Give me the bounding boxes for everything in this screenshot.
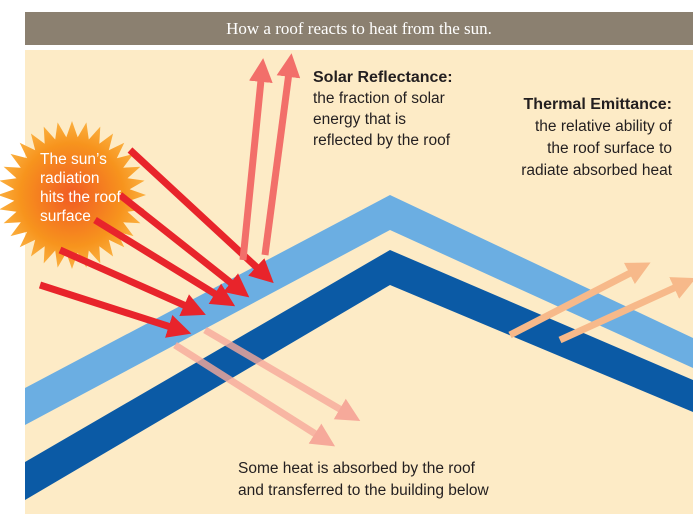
arrows [38,53,693,447]
emittance-title: Thermal Emittance: [524,96,672,113]
emittance-text: radiate absorbed heat [521,162,673,179]
sun-label: hits the roof [40,189,122,206]
emittance-text: the relative ability of [535,118,673,135]
reflectance-text: the fraction of solar [313,90,445,107]
header-title: How a roof reacts to heat from the sun. [226,19,492,38]
reflectance-title: Solar Reflectance: [313,69,453,86]
sun-label: surface [40,208,91,225]
absorbed-text: and transferred to the building below [238,482,490,499]
reflectance-text: energy that is [313,111,406,128]
header-bar [25,12,693,45]
roof-outer [25,195,693,425]
sun-label: The sun’s [40,151,107,168]
sun-label: radiation [40,170,99,187]
reflectance-text: reflected by the roof [313,132,451,149]
emittance-text: the roof surface to [547,140,672,157]
absorbed-text: Some heat is absorbed by the roof [238,460,476,477]
labels: The sun’s radiation hits the roof surface So… [40,69,673,499]
roof-inner [25,250,693,500]
